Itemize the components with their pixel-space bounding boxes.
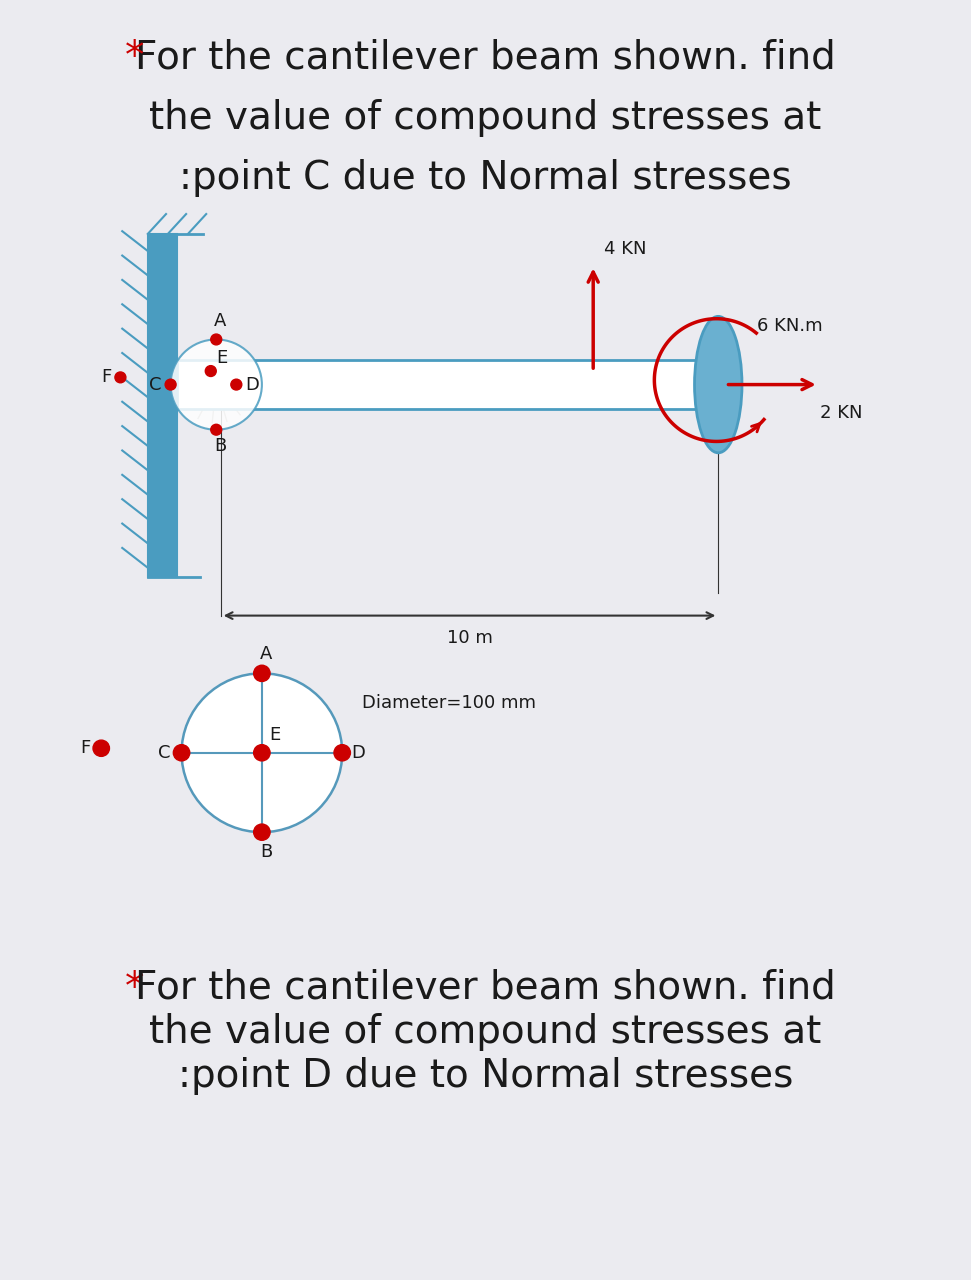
Text: For the cantilever beam shown. find: For the cantilever beam shown. find: [135, 38, 836, 76]
Text: F: F: [80, 740, 90, 758]
Circle shape: [231, 379, 242, 390]
Circle shape: [253, 745, 270, 760]
Text: the value of compound stresses at: the value of compound stresses at: [150, 99, 821, 137]
Text: C: C: [158, 744, 171, 762]
Text: A: A: [214, 312, 226, 330]
Text: *: *: [125, 38, 145, 76]
Circle shape: [211, 424, 221, 435]
Text: B: B: [260, 844, 273, 861]
Text: 6 KN.m: 6 KN.m: [756, 317, 822, 335]
Text: Diameter=100 mm: Diameter=100 mm: [362, 694, 536, 712]
Circle shape: [115, 372, 126, 383]
Circle shape: [182, 673, 342, 832]
Text: E: E: [217, 348, 227, 366]
Text: :point D due to Normal stresses: :point D due to Normal stresses: [178, 1057, 793, 1094]
Circle shape: [171, 339, 262, 430]
Text: B: B: [214, 436, 226, 454]
Text: *: *: [125, 969, 145, 1006]
Circle shape: [174, 745, 189, 760]
Text: F: F: [101, 369, 112, 387]
Polygon shape: [177, 360, 719, 408]
Circle shape: [93, 740, 110, 756]
Circle shape: [334, 745, 351, 760]
Text: E: E: [269, 726, 281, 744]
Polygon shape: [148, 234, 177, 577]
Circle shape: [211, 334, 221, 344]
Text: A: A: [260, 645, 273, 663]
Text: 4 KN: 4 KN: [604, 241, 647, 259]
Circle shape: [165, 379, 176, 390]
Text: D: D: [246, 375, 259, 393]
Text: *  For the cantilever beam shown. find: * For the cantilever beam shown. find: [113, 38, 858, 76]
Circle shape: [253, 666, 270, 681]
Circle shape: [205, 366, 217, 376]
Text: 2 KN: 2 KN: [820, 404, 863, 422]
Text: For the cantilever beam shown. find: For the cantilever beam shown. find: [135, 969, 836, 1006]
Ellipse shape: [694, 316, 742, 453]
Text: 10 m: 10 m: [447, 630, 492, 648]
Circle shape: [253, 824, 270, 840]
Text: the value of compound stresses at: the value of compound stresses at: [150, 1012, 821, 1051]
Text: C: C: [149, 375, 161, 393]
Text: D: D: [352, 744, 365, 762]
Text: :point C due to Normal stresses: :point C due to Normal stresses: [180, 159, 791, 197]
